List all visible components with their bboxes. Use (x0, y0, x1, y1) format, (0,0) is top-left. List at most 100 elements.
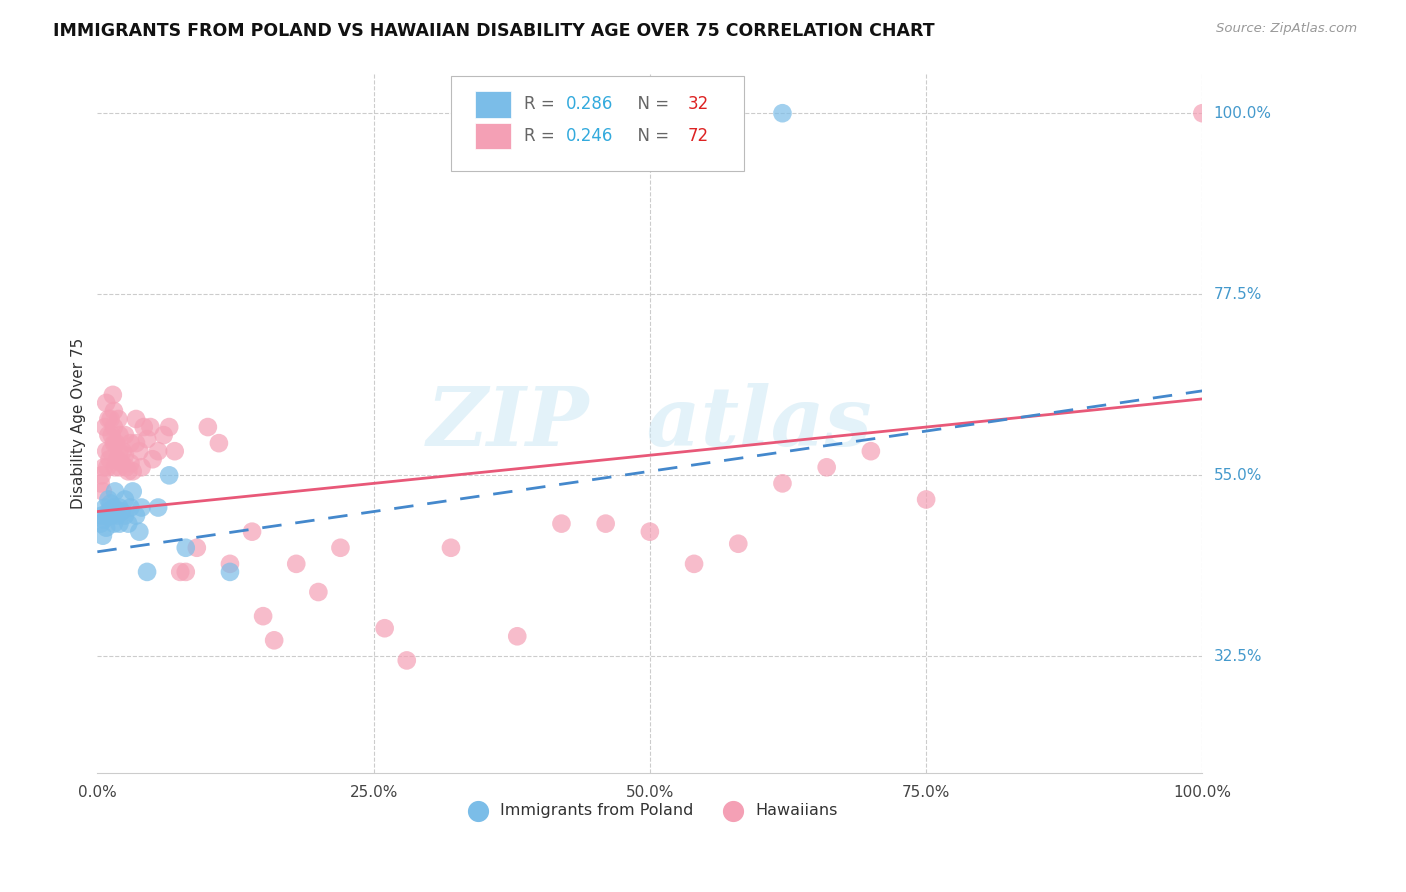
Point (91, 484, 114, 499)
Point (128, 524, 150, 539)
Point (915, 492, 938, 507)
Text: R =: R = (524, 127, 560, 145)
Point (96, 396, 118, 410)
Point (683, 557, 706, 571)
Bar (475, 91, 510, 118)
Text: 100.0%: 100.0% (1213, 106, 1271, 120)
Point (100, 428, 122, 442)
Point (108, 460, 131, 475)
Point (100, 412, 122, 426)
Text: N =: N = (627, 127, 673, 145)
Bar (475, 123, 510, 149)
Point (638, 524, 661, 539)
Point (120, 436, 142, 450)
Point (108, 500, 131, 515)
Point (96, 521, 118, 535)
Point (121, 484, 143, 499)
Point (131, 500, 153, 515)
Legend: Immigrants from Poland, Hawaiians: Immigrants from Poland, Hawaiians (456, 797, 845, 824)
Point (104, 460, 127, 475)
Text: Source: ZipAtlas.com: Source: ZipAtlas.com (1216, 22, 1357, 36)
Point (174, 541, 197, 555)
Text: R =: R = (524, 95, 560, 113)
Point (98, 452, 121, 467)
Point (97, 428, 120, 442)
Point (186, 541, 208, 555)
Point (93, 513, 115, 527)
Point (136, 432, 159, 446)
Point (108, 444, 131, 458)
Point (157, 420, 180, 434)
Point (108, 428, 131, 442)
Point (219, 557, 242, 571)
Point (440, 541, 463, 555)
Point (103, 420, 125, 434)
Point (120, 500, 142, 515)
Point (395, 653, 418, 667)
Point (374, 621, 396, 635)
Point (94, 420, 117, 434)
Point (111, 504, 134, 518)
Point (208, 436, 231, 450)
Text: 0.286: 0.286 (565, 95, 613, 113)
Point (114, 508, 136, 523)
Point (285, 557, 308, 571)
Text: 72: 72 (688, 127, 709, 145)
Point (105, 508, 128, 523)
Point (139, 420, 162, 434)
Point (152, 428, 174, 442)
Point (307, 585, 329, 599)
Point (197, 420, 219, 434)
Point (91, 529, 114, 543)
Point (117, 464, 139, 478)
Point (108, 516, 131, 531)
Point (114, 492, 136, 507)
Point (105, 436, 128, 450)
Text: 32: 32 (688, 95, 709, 113)
Point (94, 500, 117, 515)
Point (90, 468, 112, 483)
Point (240, 524, 263, 539)
Point (174, 565, 197, 579)
Text: IMMIGRANTS FROM POLAND VS HAWAIIAN DISABILITY AGE OVER 75 CORRELATION CHART: IMMIGRANTS FROM POLAND VS HAWAIIAN DISAB… (53, 22, 935, 40)
Text: ZIP  atlas: ZIP atlas (427, 383, 873, 463)
Text: 0.246: 0.246 (565, 127, 613, 145)
Point (111, 444, 134, 458)
Point (104, 484, 127, 499)
Point (90, 476, 112, 491)
Point (169, 565, 191, 579)
Point (97, 412, 120, 426)
Y-axis label: Disability Age Over 75: Disability Age Over 75 (72, 337, 86, 508)
Point (100, 496, 122, 510)
Point (97, 504, 120, 518)
Point (146, 444, 169, 458)
Point (90, 508, 112, 523)
Point (120, 456, 142, 470)
Point (121, 464, 143, 478)
Point (96, 444, 118, 458)
Point (550, 516, 572, 531)
Point (128, 444, 150, 458)
Point (772, 476, 794, 491)
Point (93, 460, 115, 475)
Point (115, 460, 138, 475)
Point (125, 412, 148, 426)
Point (142, 452, 165, 467)
Text: 32.5%: 32.5% (1213, 648, 1263, 664)
Point (97, 492, 120, 507)
Point (114, 448, 136, 462)
Point (163, 444, 186, 458)
Point (136, 565, 159, 579)
Point (107, 412, 129, 426)
Point (263, 633, 285, 648)
Point (103, 436, 125, 450)
Text: N =: N = (627, 95, 673, 113)
Point (96, 460, 118, 475)
Point (146, 500, 169, 515)
Point (772, 106, 794, 120)
Point (125, 436, 148, 450)
Point (100, 508, 122, 523)
Point (111, 456, 134, 470)
Text: 77.5%: 77.5% (1213, 286, 1261, 301)
Point (506, 629, 529, 643)
